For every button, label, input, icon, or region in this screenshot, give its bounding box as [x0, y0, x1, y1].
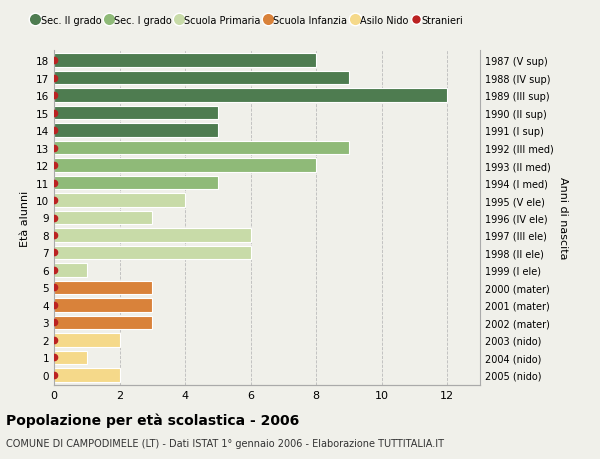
- Bar: [54, 316, 152, 330]
- Text: Popolazione per età scolastica - 2006: Popolazione per età scolastica - 2006: [6, 413, 299, 428]
- Y-axis label: Età alunni: Età alunni: [20, 190, 31, 246]
- Bar: [54, 72, 349, 85]
- Bar: [54, 106, 218, 120]
- Bar: [54, 124, 218, 138]
- Bar: [54, 54, 316, 68]
- Bar: [54, 246, 251, 260]
- Text: COMUNE DI CAMPODIMELE (LT) - Dati ISTAT 1° gennaio 2006 - Elaborazione TUTTITALI: COMUNE DI CAMPODIMELE (LT) - Dati ISTAT …: [6, 438, 444, 448]
- Bar: [54, 351, 87, 364]
- Bar: [54, 298, 152, 312]
- Bar: [54, 211, 152, 225]
- Bar: [54, 263, 87, 277]
- Bar: [54, 333, 119, 347]
- Bar: [54, 89, 447, 103]
- Bar: [54, 368, 119, 382]
- Bar: [54, 229, 251, 242]
- Legend: Sec. II grado, Sec. I grado, Scuola Primaria, Scuola Infanzia, Asilo Nido, Stran: Sec. II grado, Sec. I grado, Scuola Prim…: [29, 12, 467, 29]
- Y-axis label: Anni di nascita: Anni di nascita: [557, 177, 568, 259]
- Bar: [54, 176, 218, 190]
- Bar: [54, 281, 152, 295]
- Bar: [54, 141, 349, 155]
- Bar: [54, 194, 185, 207]
- Bar: [54, 159, 316, 173]
